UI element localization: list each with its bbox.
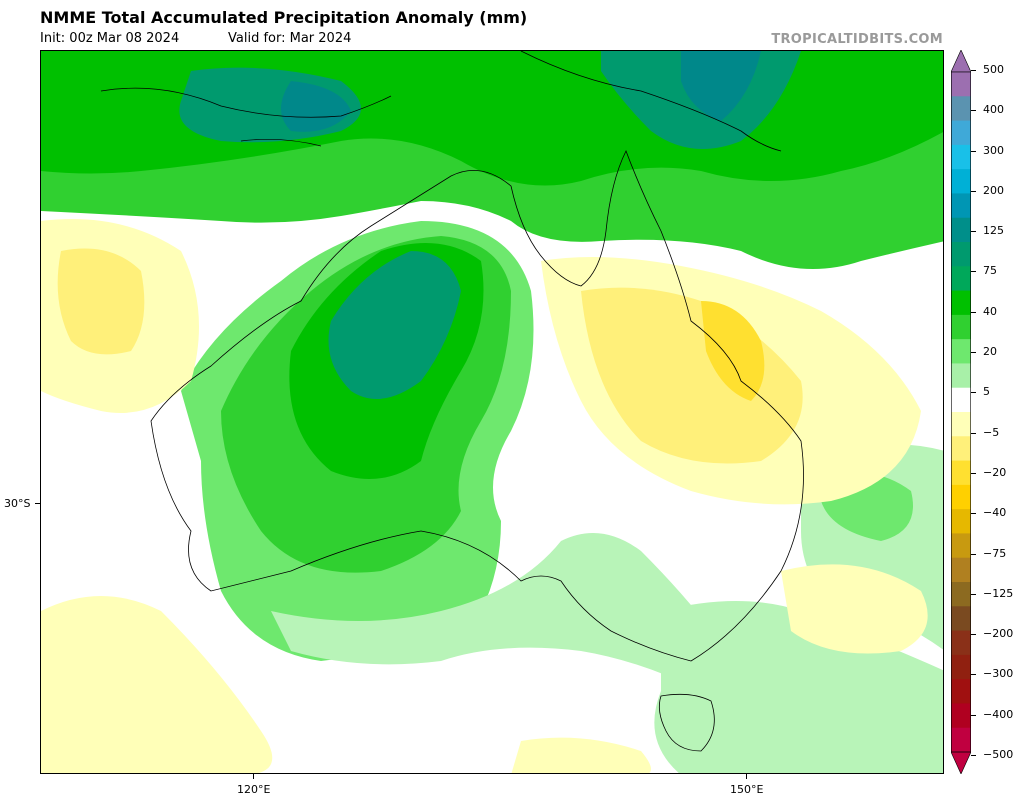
- colorbar-segment: [951, 509, 971, 534]
- colorbar: [951, 50, 971, 774]
- colorbar-segment: [951, 484, 971, 510]
- colorbar-segment: [951, 606, 971, 632]
- brand-watermark: TROPICALTIDBITS.COM: [771, 32, 943, 47]
- central-teal: [328, 251, 461, 399]
- colorbar-segment: [951, 703, 971, 729]
- lon-label-120: 120°E: [237, 783, 271, 796]
- colorbar-label: 5: [983, 385, 990, 399]
- colorbar-segment: [951, 144, 971, 170]
- colorbar-label: −40: [983, 506, 1007, 520]
- colorbar-label: −125: [983, 586, 1014, 600]
- colorbar-tick: [971, 70, 976, 71]
- colorbar-segment: [951, 96, 971, 122]
- colorbar-tick: [971, 674, 976, 676]
- north-deep-teal-2: [681, 51, 761, 121]
- colorbar-segment: [951, 679, 971, 704]
- colorbar-label: 40: [983, 304, 997, 318]
- colorbar-segment: [951, 557, 971, 583]
- colorbar-label: −20: [983, 465, 1007, 479]
- colorbar-label: 75: [983, 264, 997, 278]
- lon-label-150: 150°E: [730, 783, 764, 796]
- colorbar-tick: [971, 231, 976, 233]
- precip-anomaly-map: [41, 51, 943, 773]
- colorbar-label: 500: [983, 63, 1004, 76]
- colorbar-tick: [971, 432, 976, 434]
- colorbar-segment: [951, 314, 971, 340]
- colorbar-frame: [951, 71, 971, 753]
- colorbar-segment: [951, 363, 971, 389]
- colorbar-label: 125: [983, 224, 1004, 238]
- map-title: NMME Total Accumulated Precipitation Ano…: [40, 8, 528, 27]
- colorbar-segment: [951, 387, 971, 413]
- east-gold: [701, 301, 765, 401]
- colorbar-tick: [971, 513, 976, 515]
- colorbar-label: −400: [983, 707, 1014, 721]
- islands-coastline: [100, 87, 392, 147]
- colorbar-label: 400: [983, 103, 1004, 117]
- colorbar-segment: [951, 217, 971, 243]
- colorbar-tick: [971, 190, 976, 192]
- colorbar-label: −300: [983, 667, 1014, 681]
- colorbar-segment: [951, 582, 971, 607]
- colorbar-tick: [971, 755, 976, 756]
- colorbar-tick: [971, 110, 976, 112]
- colorbar-tick: [971, 553, 976, 555]
- sw-pale-yellow: [41, 596, 273, 773]
- colorbar-label: 20: [983, 345, 997, 359]
- colorbar-label: 200: [983, 183, 1004, 197]
- colorbar-label: −75: [983, 546, 1007, 560]
- colorbar-tick: [971, 392, 976, 394]
- colorbar-tick: [971, 311, 976, 313]
- colorbar-segment: [951, 436, 971, 462]
- colorbar-top-arrow: [951, 50, 971, 73]
- colorbar-tick: [971, 634, 976, 636]
- colorbar-tick: [971, 271, 976, 273]
- colorbar-segment: [951, 290, 971, 316]
- colorbar-segment: [951, 654, 971, 680]
- north-dark-green: [41, 51, 943, 186]
- s-pale-yellow: [511, 737, 651, 773]
- colorbar-tick: [971, 150, 976, 152]
- colorbar-segment: [951, 242, 971, 267]
- se-pale-yellow: [781, 564, 928, 654]
- colorbar-segment: [951, 193, 971, 219]
- colorbar-label: 300: [983, 143, 1004, 157]
- init-time: Init: 00z Mar 08 2024: [40, 31, 180, 46]
- colorbar-label: −5: [983, 425, 1000, 439]
- colorbar-tick: [971, 472, 976, 474]
- colorbar-segment: [951, 72, 971, 97]
- lat-label-30s: 30°S: [4, 497, 31, 510]
- colorbar-segment: [951, 339, 971, 364]
- new-guinea-coastline: [520, 51, 782, 152]
- colorbar-segment: [951, 630, 971, 656]
- colorbar-tick: [971, 352, 976, 354]
- tasmania-coastline: [658, 693, 715, 752]
- west-yellow: [57, 248, 145, 355]
- colorbar-segment: [951, 460, 971, 486]
- australia-coastline: [150, 150, 804, 662]
- map-panel: [40, 50, 944, 774]
- colorbar-segment: [951, 169, 971, 194]
- lon-tick-150: [746, 774, 747, 779]
- colorbar-segment: [951, 266, 971, 292]
- colorbar-segment: [951, 120, 971, 146]
- colorbar-bottom-arrow: [951, 751, 971, 774]
- valid-time: Valid for: Mar 2024: [228, 31, 352, 46]
- colorbar-label: −500: [983, 748, 1014, 761]
- colorbar-tick: [971, 593, 976, 595]
- colorbar-segment: [951, 727, 971, 753]
- lon-tick-120: [253, 774, 254, 779]
- north-deep-teal: [281, 81, 351, 132]
- colorbar-segment: [951, 533, 971, 559]
- colorbar-tick: [971, 714, 976, 716]
- colorbar-label: −200: [983, 627, 1014, 641]
- south-pale-green: [271, 533, 746, 698]
- colorbar-segment: [951, 412, 971, 437]
- lat-tick-30s: [35, 503, 40, 504]
